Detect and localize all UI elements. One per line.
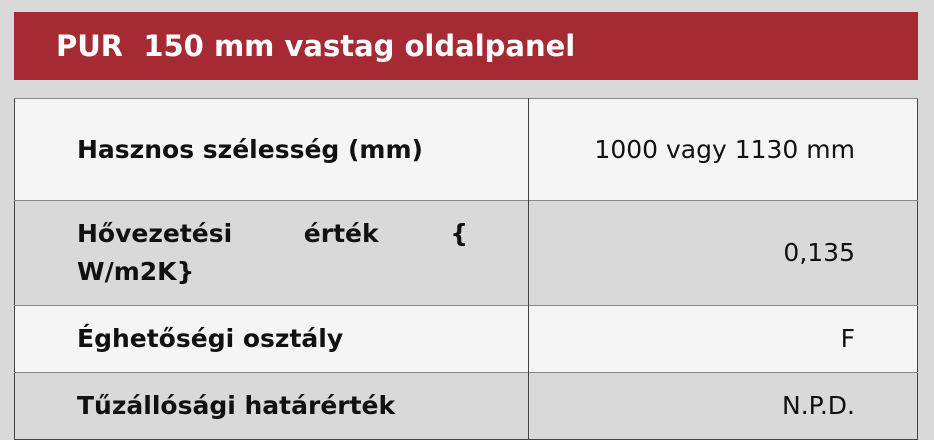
row-label: Hasznos szélesség (mm) xyxy=(14,98,529,201)
table-row: Hasznos szélesség (mm) 1000 vagy 1130 mm xyxy=(14,98,918,201)
table-row: Tűzállósági határérték N.P.D. xyxy=(14,372,918,440)
row-value: 1000 vagy 1130 mm xyxy=(528,98,918,201)
row-value: 0,135 xyxy=(528,200,918,306)
row-value: N.P.D. xyxy=(528,372,918,440)
table-row: Hővezetési érték { W/m2K} 0,135 xyxy=(14,200,918,306)
row-label: Éghetőségi osztály xyxy=(14,305,529,373)
row-label: Hővezetési érték { W/m2K} xyxy=(14,200,529,306)
row-value: F xyxy=(528,305,918,373)
spec-table: Hasznos szélesség (mm) 1000 vagy 1130 mm… xyxy=(14,98,918,440)
row-label: Tűzállósági határérték xyxy=(14,372,529,440)
panel-title: PUR 150 mm vastag oldalpanel xyxy=(14,12,918,80)
table-row: Éghetőségi osztály F xyxy=(14,305,918,373)
